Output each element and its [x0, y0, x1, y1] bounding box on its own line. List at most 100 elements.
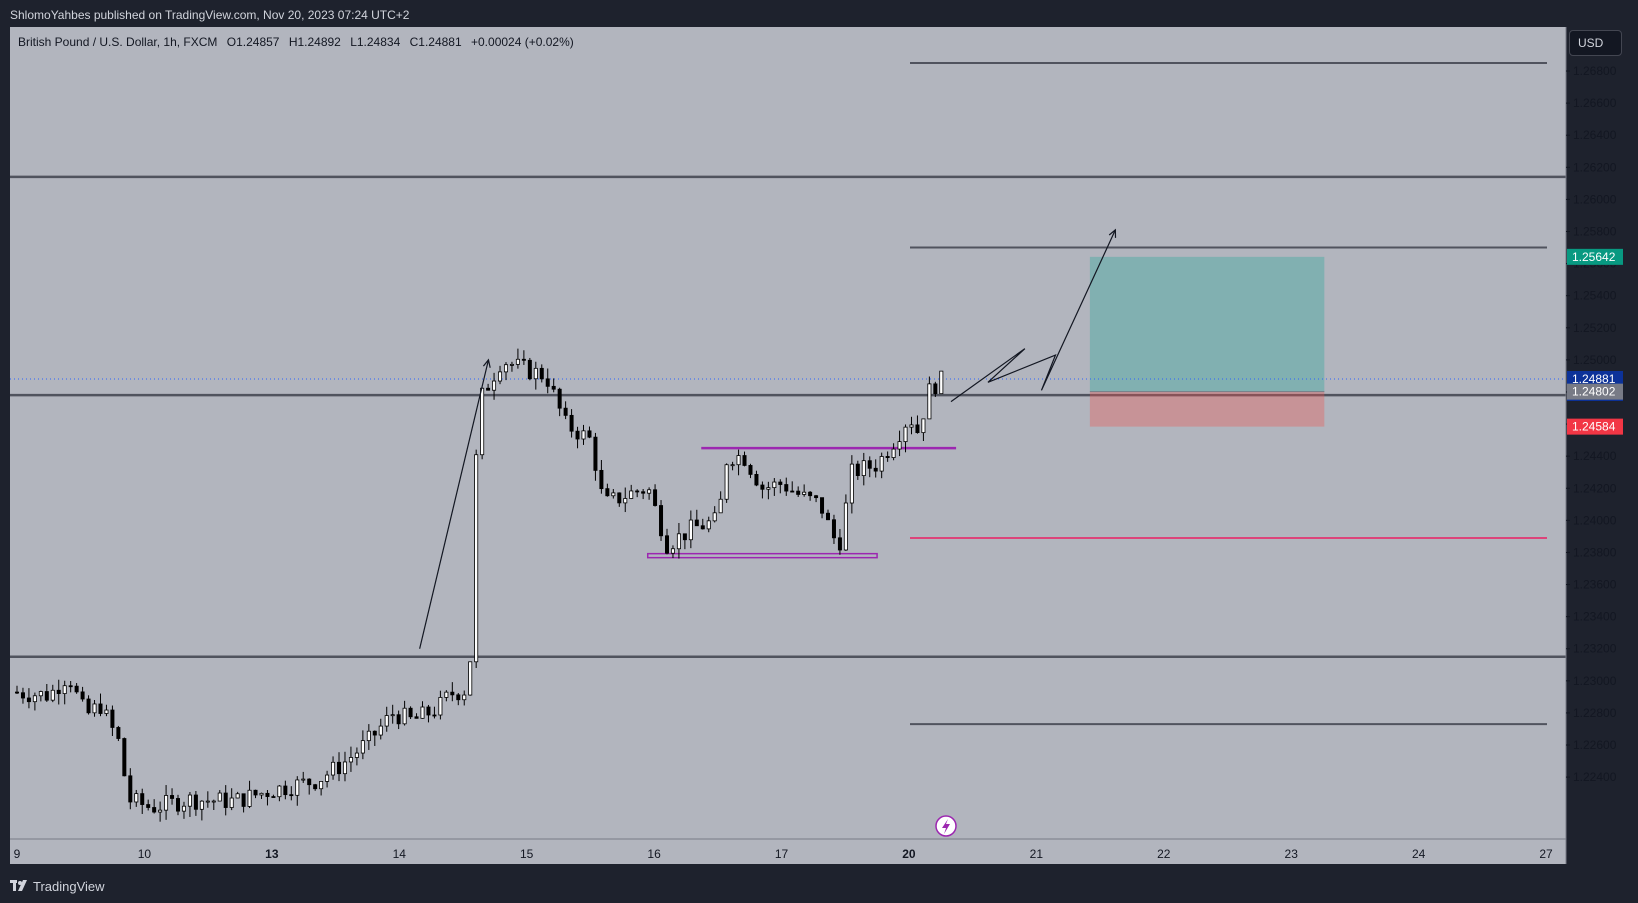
candle-body — [492, 380, 497, 391]
candle-body — [289, 794, 294, 797]
candle — [289, 786, 294, 801]
candle-body — [331, 761, 336, 776]
candle-body — [193, 794, 198, 810]
candle — [80, 686, 85, 702]
candle-body — [62, 685, 67, 694]
candle-body — [569, 414, 574, 432]
candle — [533, 361, 538, 390]
candle-body — [647, 489, 652, 494]
candle-body — [44, 691, 49, 701]
candle — [480, 387, 485, 460]
candle — [420, 701, 425, 719]
candle-body — [617, 492, 622, 504]
candle — [378, 718, 383, 740]
candle-body — [295, 779, 300, 796]
candle — [748, 463, 753, 479]
y-tick-label: 1.24200 — [1573, 481, 1617, 495]
x-tick-label: 14 — [393, 847, 407, 861]
candle-body — [98, 703, 103, 714]
y-tick-label: 1.26600 — [1573, 96, 1617, 110]
candle — [861, 452, 866, 486]
candle-body — [426, 706, 431, 716]
range-support-box — [646, 552, 878, 559]
x-tick-label: 24 — [1412, 847, 1426, 861]
candle — [223, 785, 228, 816]
candle — [253, 789, 258, 799]
x-tick-label: 13 — [265, 847, 279, 861]
candle — [56, 679, 61, 705]
candle — [873, 459, 878, 478]
publish-info: ShlomoYahbes published on TradingView.co… — [10, 8, 410, 22]
candle-body — [378, 725, 383, 736]
y-tick-label: 1.26400 — [1573, 128, 1617, 142]
candle-body — [283, 785, 288, 796]
candle — [545, 368, 550, 394]
candle-body — [712, 512, 717, 522]
candle-body — [700, 525, 705, 530]
candle-body — [235, 793, 240, 799]
y-tick-label: 1.25200 — [1573, 321, 1617, 335]
candle — [676, 522, 681, 559]
candle-body — [414, 716, 419, 719]
projection-path — [950, 229, 1116, 403]
candle — [396, 710, 401, 730]
candle-body — [14, 691, 19, 694]
candle — [468, 661, 473, 696]
candle-body — [676, 533, 681, 550]
candle — [450, 682, 455, 702]
candle — [408, 706, 413, 720]
currency-button[interactable]: USD — [1569, 30, 1622, 56]
footer-brand: TradingView — [33, 879, 105, 894]
candle — [295, 776, 300, 806]
y-tick-label: 1.24400 — [1573, 449, 1617, 463]
candle — [587, 426, 592, 439]
candle — [670, 545, 675, 559]
y-tick-label: 1.24000 — [1573, 513, 1617, 527]
candle-body — [420, 706, 425, 719]
candle-body — [808, 491, 813, 497]
y-tick-label: 1.23600 — [1573, 578, 1617, 592]
candle — [277, 785, 282, 802]
x-tick-label: 15 — [520, 847, 534, 861]
candle — [390, 704, 395, 724]
x-tick-label: 9 — [14, 847, 21, 861]
candle-body — [313, 784, 318, 790]
candle-body — [253, 789, 258, 796]
candle — [319, 781, 324, 796]
candle — [217, 790, 222, 802]
candle-body — [396, 714, 401, 725]
candle — [527, 357, 532, 381]
candle-body — [38, 691, 43, 697]
candle-body — [611, 492, 616, 497]
candle-body — [432, 714, 437, 717]
legend-change: +0.00024 (+0.02%) — [471, 35, 574, 49]
candle — [301, 771, 306, 783]
candle — [808, 491, 813, 501]
candle-body — [116, 727, 121, 739]
candle — [492, 372, 497, 400]
candle-body — [796, 490, 801, 495]
candle-body — [653, 489, 658, 506]
candle — [682, 533, 687, 550]
candle — [384, 706, 389, 732]
candle-body — [933, 383, 938, 395]
candle — [885, 451, 890, 462]
candle-body — [873, 467, 878, 472]
candle-body — [104, 709, 109, 714]
y-tick-label: 1.26200 — [1573, 160, 1617, 174]
x-tick-label: 27 — [1539, 847, 1553, 861]
candle — [426, 704, 431, 723]
candle — [432, 706, 437, 719]
candle-body — [223, 792, 228, 808]
lightning-icon-bolt — [942, 819, 950, 834]
candle-body — [354, 752, 359, 758]
candle-body — [128, 775, 133, 803]
candle-body — [885, 456, 890, 458]
candle — [760, 481, 765, 499]
candle-body — [826, 512, 831, 521]
candle — [772, 478, 777, 496]
candle-body — [581, 430, 586, 440]
candle — [283, 780, 288, 800]
candle-body — [56, 689, 61, 694]
candle-body — [360, 740, 365, 754]
